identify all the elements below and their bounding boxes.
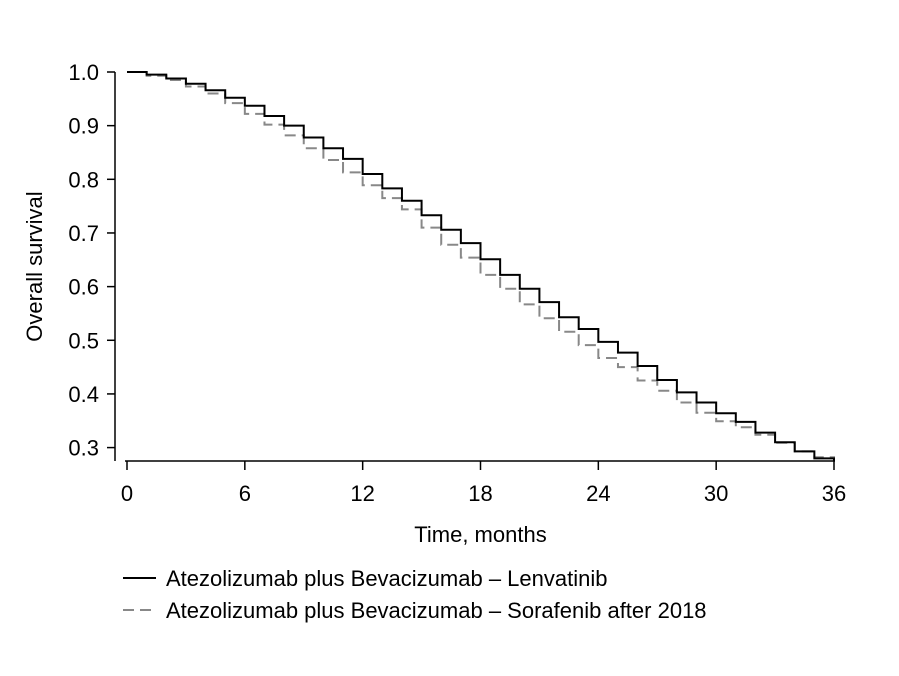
plot-area: 0.3 0.4 0.5 0.6 0.7 0.8 0.9 1.0 0 6 12 18 24 30 36 bbox=[68, 60, 846, 506]
y-axis-title: Overall survival bbox=[22, 191, 47, 341]
y-tick-label: 1.0 bbox=[68, 60, 99, 85]
y-tick-label: 0.8 bbox=[68, 167, 99, 192]
x-tick-label: 36 bbox=[822, 481, 846, 506]
series-layer bbox=[127, 71, 835, 461]
y-tick-label: 0.3 bbox=[68, 436, 99, 461]
y-tick-label: 0.4 bbox=[68, 382, 99, 407]
x-tick-label: 12 bbox=[350, 481, 374, 506]
series-lenvatinib-line bbox=[127, 71, 835, 461]
legend: Atezolizumab plus Bevacizumab – Lenvatin… bbox=[123, 566, 707, 623]
x-axis-title: Time, months bbox=[414, 522, 546, 547]
y-tick-label: 0.7 bbox=[68, 221, 99, 246]
y-tick-label: 0.9 bbox=[68, 114, 99, 139]
y-ticks: 0.3 0.4 0.5 0.6 0.7 0.8 0.9 1.0 bbox=[68, 60, 115, 461]
x-tick-label: 24 bbox=[586, 481, 610, 506]
y-tick-label: 0.6 bbox=[68, 275, 99, 300]
legend-label-sorafenib: Atezolizumab plus Bevacizumab – Sorafeni… bbox=[166, 598, 707, 623]
series-sorafenib-line bbox=[127, 71, 835, 461]
x-tick-label: 6 bbox=[239, 481, 251, 506]
x-tick-label: 18 bbox=[468, 481, 492, 506]
x-tick-label: 0 bbox=[121, 481, 133, 506]
x-tick-label: 30 bbox=[704, 481, 728, 506]
legend-label-lenvatinib: Atezolizumab plus Bevacizumab – Lenvatin… bbox=[166, 566, 607, 591]
x-ticks: 0 6 12 18 24 30 36 bbox=[121, 461, 846, 506]
y-tick-label: 0.5 bbox=[68, 328, 99, 353]
